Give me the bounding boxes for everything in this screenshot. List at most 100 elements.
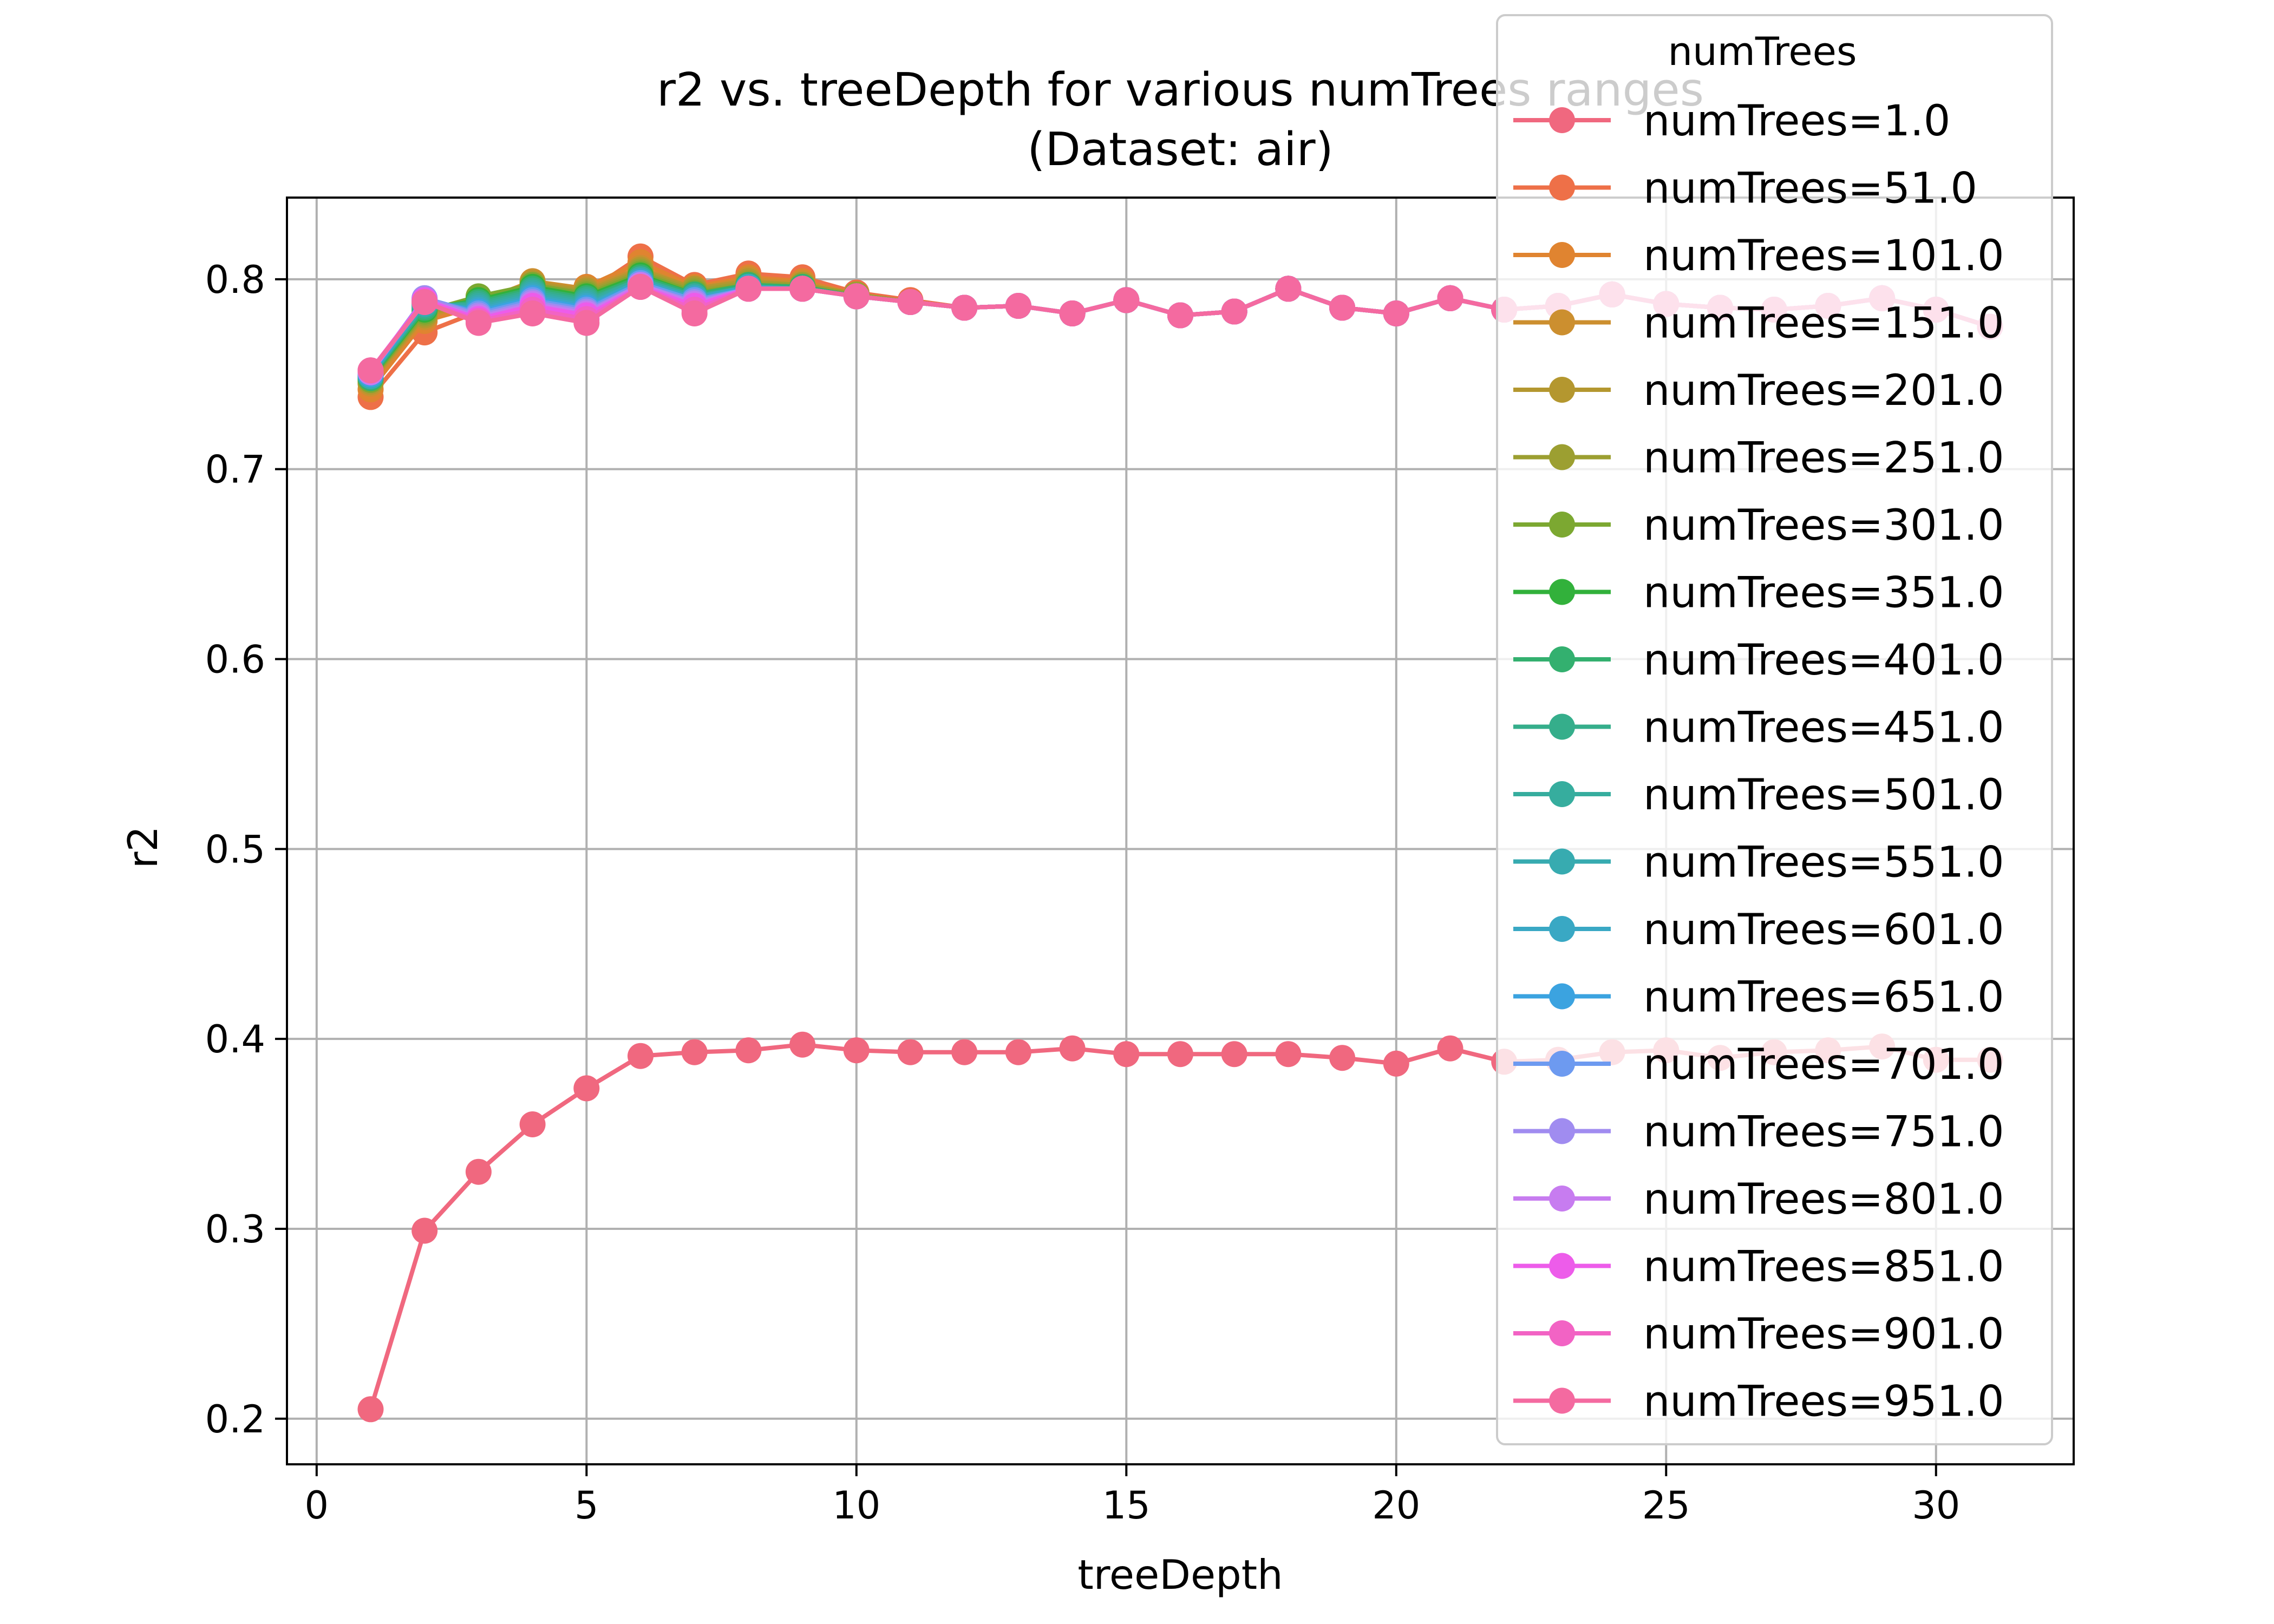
- legend-label: numTrees=551.0: [1643, 839, 2004, 887]
- legend-entry: numTrees=351.0: [1513, 569, 2004, 618]
- data-point: [1167, 302, 1193, 329]
- data-point: [519, 300, 546, 326]
- data-point: [951, 294, 978, 321]
- data-point: [897, 1039, 924, 1065]
- data-point: [681, 300, 708, 326]
- legend-entry: numTrees=501.0: [1513, 771, 2004, 820]
- y-tick-label: 0.3: [205, 1207, 265, 1252]
- legend-entry: numTrees=301.0: [1513, 501, 2004, 550]
- legend-label: numTrees=301.0: [1643, 501, 2004, 550]
- legend-label: numTrees=651.0: [1643, 973, 2004, 1022]
- data-point: [789, 276, 816, 302]
- data-point: [1221, 1041, 1247, 1068]
- legend-entry: numTrees=201.0: [1513, 366, 2004, 415]
- legend-marker: [1549, 1051, 1575, 1077]
- y-tick-label: 0.6: [205, 638, 265, 682]
- y-tick-label: 0.4: [205, 1017, 265, 1062]
- legend-entry: numTrees=551.0: [1513, 839, 2004, 887]
- legend-label: numTrees=401.0: [1643, 636, 2004, 685]
- y-tick-label: 0.2: [205, 1397, 265, 1442]
- legend-marker: [1549, 983, 1575, 1010]
- legend-entry: numTrees=101.0: [1513, 232, 2004, 280]
- x-tick-label: 5: [574, 1483, 599, 1528]
- legend-marker: [1549, 1387, 1575, 1414]
- y-tick-label: 0.5: [205, 827, 265, 872]
- y-tick-label: 0.7: [205, 448, 265, 492]
- legend-entry: numTrees=651.0: [1513, 973, 2004, 1022]
- data-point: [1221, 298, 1247, 325]
- data-point: [1437, 1035, 1463, 1062]
- legend-label: numTrees=801.0: [1643, 1175, 2004, 1224]
- legend-marker: [1549, 309, 1575, 336]
- legend-title: numTrees: [1668, 29, 1857, 74]
- legend-entry: numTrees=401.0: [1513, 636, 2004, 685]
- legend-marker: [1549, 579, 1575, 605]
- x-tick-label: 15: [1102, 1483, 1151, 1528]
- legend-entry: numTrees=51.0: [1513, 165, 1977, 213]
- data-point: [843, 1037, 870, 1064]
- data-point: [573, 1075, 600, 1102]
- data-point: [1383, 1050, 1409, 1077]
- legend-label: numTrees=701.0: [1643, 1040, 2004, 1089]
- data-point: [519, 1111, 546, 1137]
- x-tick-label: 20: [1372, 1483, 1420, 1528]
- data-point: [1113, 1041, 1140, 1068]
- data-point: [1437, 285, 1463, 311]
- data-point: [1167, 1041, 1193, 1068]
- legend-label: numTrees=451.0: [1643, 704, 2004, 752]
- legend-marker: [1549, 174, 1575, 201]
- data-point: [1329, 294, 1356, 321]
- data-point: [789, 1031, 816, 1058]
- data-point: [951, 1039, 978, 1065]
- x-tick-label: 30: [1912, 1483, 1960, 1528]
- legend-marker: [1549, 916, 1575, 942]
- data-point: [357, 1396, 384, 1423]
- data-point: [735, 276, 762, 302]
- legend-marker: [1549, 377, 1575, 403]
- legend-entry: numTrees=251.0: [1513, 434, 2004, 483]
- data-point: [1059, 1035, 1086, 1062]
- legend-entry: numTrees=451.0: [1513, 704, 2004, 752]
- legend-label: numTrees=151.0: [1643, 299, 2004, 348]
- data-point: [1275, 1041, 1302, 1068]
- data-point: [1329, 1045, 1356, 1071]
- plot-frame: [286, 197, 2075, 1465]
- legend-marker: [1549, 1253, 1575, 1279]
- legend-marker: [1549, 512, 1575, 538]
- legend-box: [1496, 14, 2053, 1445]
- legend-entries: numTrees=1.0 numTrees=51.0 numTrees=101.0 n…: [1513, 97, 2004, 1426]
- data-point: [411, 1217, 438, 1244]
- legend-label: numTrees=951.0: [1643, 1378, 2004, 1426]
- legend-label: numTrees=501.0: [1643, 771, 2004, 820]
- legend-label: numTrees=351.0: [1643, 569, 2004, 618]
- x-axis-label: treeDepth: [1077, 1551, 1283, 1599]
- data-point: [843, 283, 870, 310]
- x-tick-label: 10: [832, 1483, 880, 1528]
- x-tick-label: 0: [305, 1483, 329, 1528]
- data-point: [897, 289, 924, 315]
- data-point: [465, 1158, 492, 1185]
- y-tick-label: 0.8: [205, 258, 265, 302]
- legend-entry: numTrees=1.0: [1513, 97, 1950, 146]
- legend-marker: [1549, 1186, 1575, 1212]
- legend-marker: [1549, 713, 1575, 740]
- legend-marker: [1549, 444, 1575, 470]
- legend-marker: [1549, 781, 1575, 807]
- legend-label: numTrees=601.0: [1643, 906, 2004, 954]
- legend-label: numTrees=101.0: [1643, 232, 2004, 280]
- legend-marker: [1549, 848, 1575, 875]
- legend-label: numTrees=201.0: [1643, 366, 2004, 415]
- legend-entry: numTrees=701.0: [1513, 1040, 2004, 1089]
- data-point: [1113, 287, 1140, 313]
- legend-entry: numTrees=801.0: [1513, 1175, 2004, 1224]
- legend-marker: [1549, 1118, 1575, 1144]
- data-point: [357, 357, 384, 384]
- legend-entry: numTrees=601.0: [1513, 906, 2004, 954]
- data-point: [681, 1039, 708, 1065]
- data-point: [1059, 300, 1086, 326]
- data-point: [411, 289, 438, 315]
- data-point: [1005, 293, 1031, 319]
- data-point: [465, 310, 492, 336]
- legend-marker: [1549, 107, 1575, 133]
